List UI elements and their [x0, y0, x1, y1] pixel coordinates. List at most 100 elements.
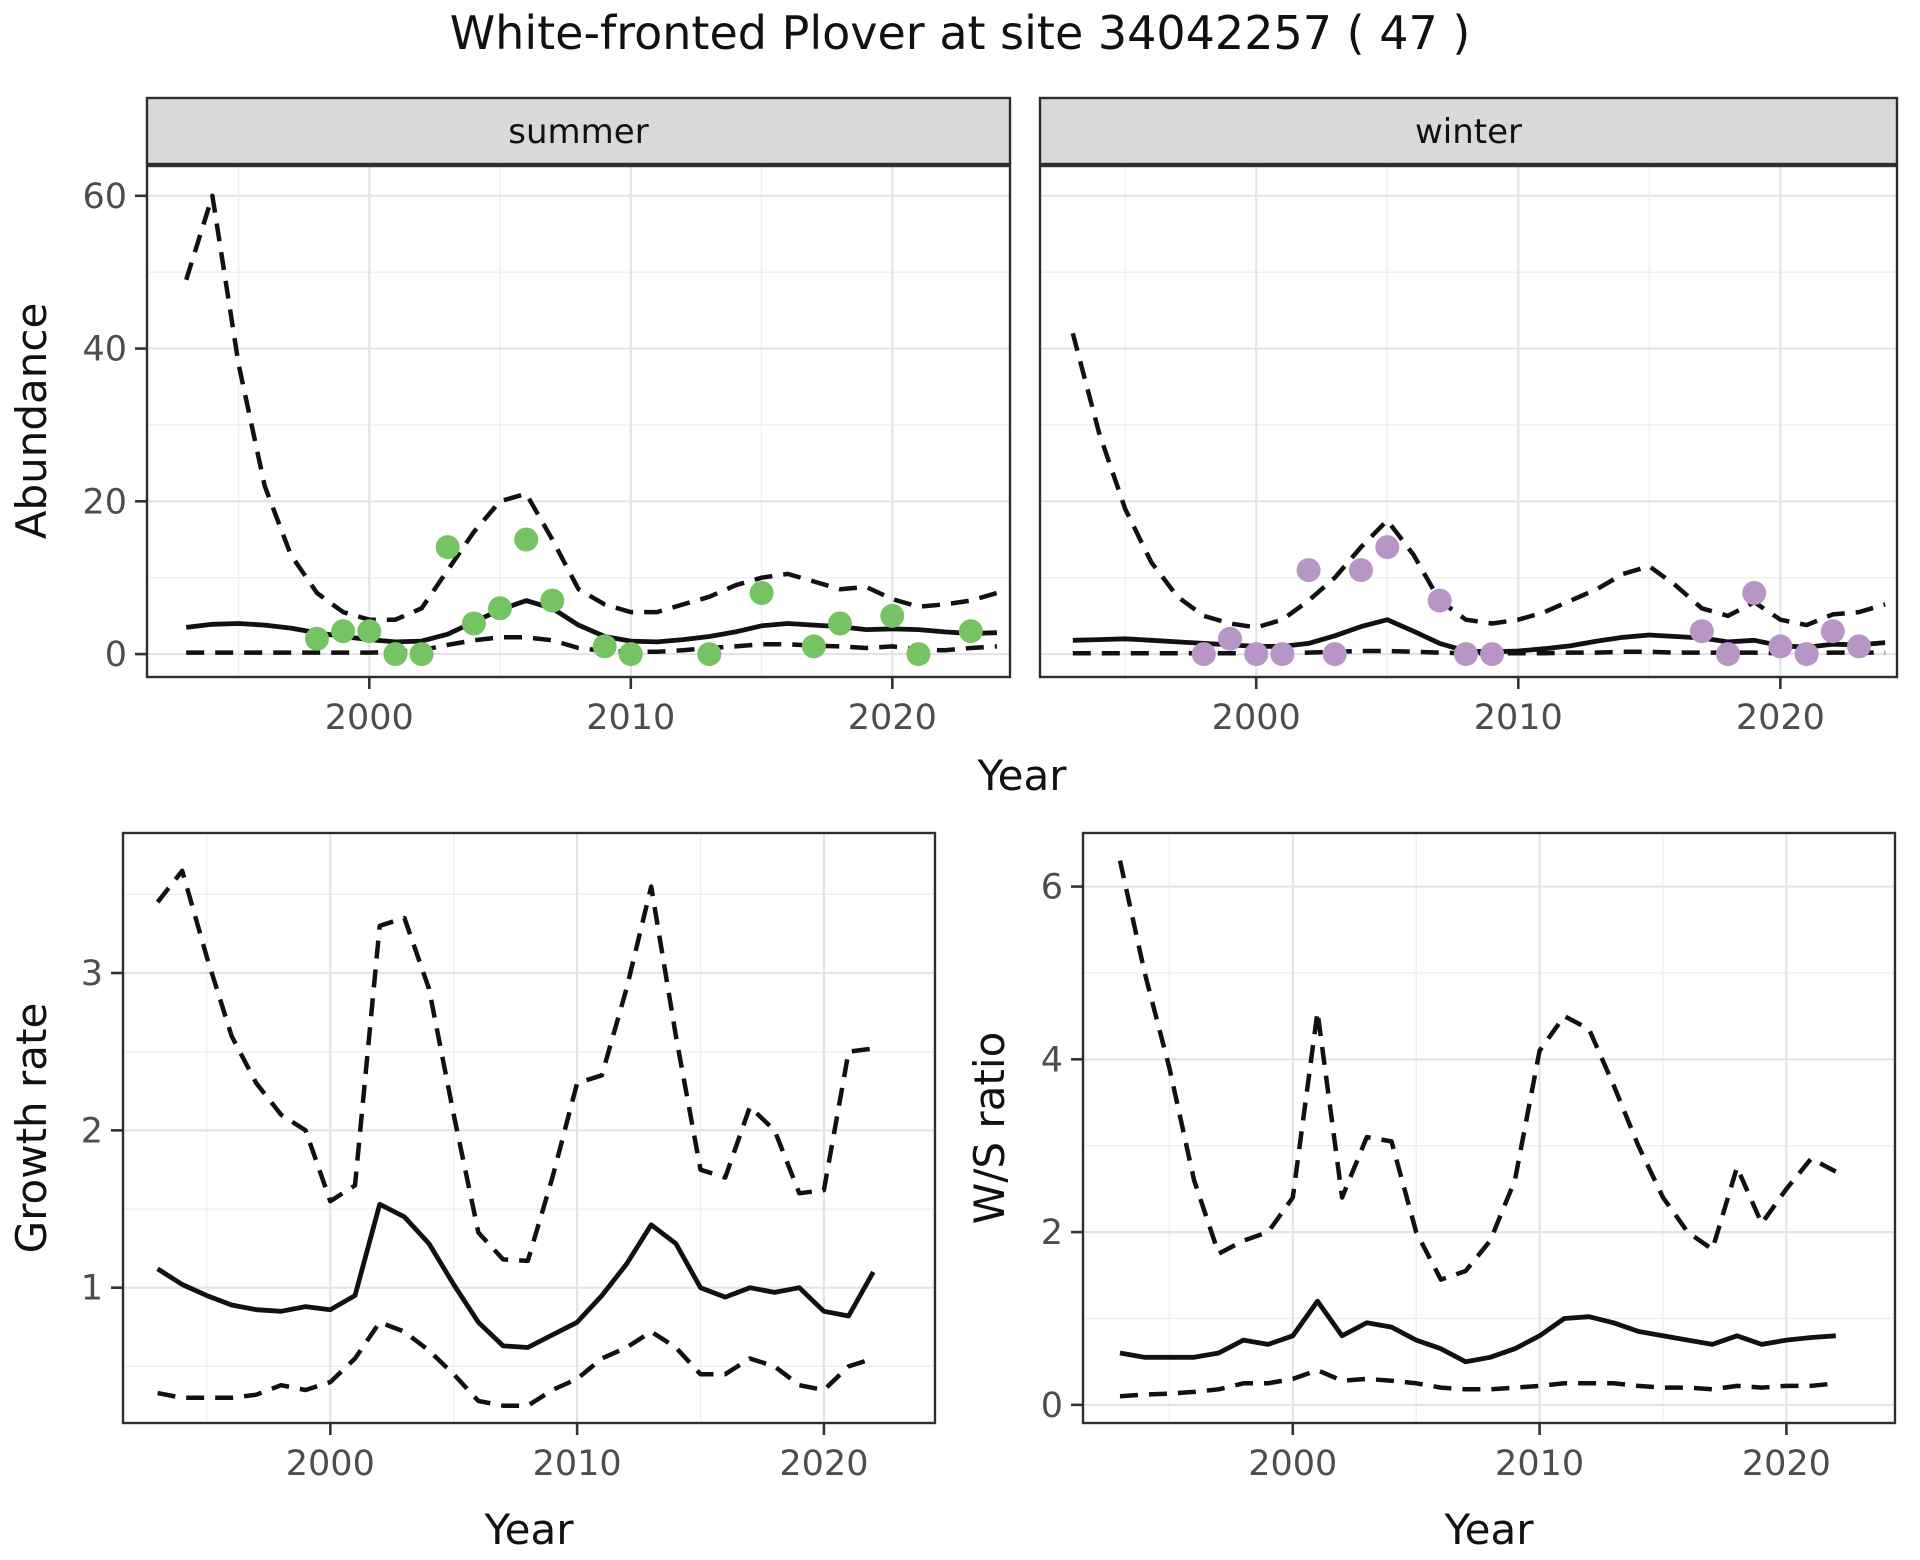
- observation-point: [1768, 634, 1793, 659]
- median-line-ws-ratio: [1119, 1298, 1836, 1365]
- x-tick-label: 2000: [325, 698, 414, 738]
- series-abundance-winter: [1070, 332, 1886, 667]
- y-axis-ticks-ws-ratio: 0 2 4 6: [1041, 868, 1083, 1426]
- observation-point: [618, 642, 643, 667]
- series-growth-rate: [155, 868, 876, 1408]
- observation-point: [906, 642, 931, 667]
- observation-point: [1480, 642, 1505, 667]
- x-axis-ticks-growth-rate: 2000 2010 2020: [286, 1423, 868, 1484]
- observation-point: [331, 619, 356, 644]
- abundance-summer-observations: [305, 527, 983, 667]
- y-tick-label: 0: [1041, 1386, 1063, 1426]
- observation-point: [357, 619, 382, 644]
- y-axis-ticks-growth-rate: 1 2 3: [81, 954, 123, 1309]
- gridlines-ws-ratio: [1083, 833, 1895, 1423]
- panel-abundance-summer: summer 2000 2010 2020 0 20 40 60: [82, 96, 1012, 738]
- year-axis-title-bottom-right: Year: [1444, 1505, 1535, 1554]
- observation-point: [488, 596, 512, 621]
- x-tick-label: 2010: [1495, 1444, 1584, 1484]
- x-axis-ticks-abundance-winter: 2000 2010 2020: [1212, 677, 1825, 738]
- lower_ci-line-abundance-summer: [186, 635, 998, 655]
- y-axis-ticks-abundance-summer: 0 20 40 60: [82, 177, 147, 675]
- observation-point: [592, 634, 617, 659]
- observation-point: [801, 634, 826, 659]
- observation-point: [383, 642, 408, 667]
- observation-point: [697, 642, 722, 667]
- x-axis-ticks-abundance-summer: 2000 2010 2020: [325, 677, 937, 738]
- gridlines-abundance-summer: [147, 166, 1010, 677]
- observation-point: [1244, 642, 1269, 667]
- y-tick-label: 4: [1041, 1040, 1063, 1080]
- panel-border: [121, 831, 937, 1425]
- observation-point: [461, 611, 486, 636]
- x-tick-label: 2020: [848, 698, 937, 738]
- observation-point: [1270, 642, 1295, 667]
- x-tick-label: 2010: [533, 1444, 622, 1484]
- x-tick-label: 2000: [1248, 1444, 1337, 1484]
- x-tick-label: 2000: [1212, 698, 1301, 738]
- lower_ci-line-ws-ratio: [1119, 1368, 1837, 1399]
- panel-border: [1038, 164, 1899, 679]
- abundance-winter-observations: [1191, 535, 1871, 667]
- x-tick-label: 2010: [586, 698, 675, 738]
- observation-point: [1427, 588, 1452, 613]
- panel-ws-ratio: 2000 2010 2020 0 2 4 6: [1041, 831, 1897, 1484]
- y-tick-label: 2: [1041, 1213, 1063, 1253]
- facet-strip-summer: summer: [145, 96, 1012, 166]
- y-tick-label: 3: [81, 954, 103, 994]
- growth-rate-axis-title: Growth rate: [7, 1003, 56, 1254]
- y-tick-label: 60: [82, 177, 127, 217]
- y-tick-label: 20: [82, 482, 127, 522]
- y-tick-label: 6: [1041, 868, 1063, 908]
- ws-ratio-axis-title: W/S ratio: [965, 1032, 1014, 1225]
- observation-point: [1453, 642, 1478, 667]
- lower_ci-line-growth-rate: [157, 1320, 874, 1408]
- series-abundance-summer: [184, 193, 998, 667]
- observation-point: [1375, 535, 1400, 560]
- panel-growth-rate: 2000 2010 2020 1 2 3: [81, 831, 937, 1484]
- observation-point: [540, 588, 565, 613]
- observation-point: [1191, 642, 1216, 667]
- upper_ci-line-growth-rate: [155, 868, 874, 1264]
- y-tick-label: 2: [81, 1111, 103, 1151]
- x-tick-label: 2000: [286, 1444, 375, 1484]
- observation-point: [1742, 581, 1767, 605]
- observation-point: [1689, 619, 1714, 644]
- observation-point: [880, 603, 905, 628]
- x-tick-label: 2020: [1742, 1444, 1831, 1484]
- observation-point: [1820, 619, 1845, 644]
- x-tick-label: 2020: [1736, 698, 1825, 738]
- observation-point: [435, 535, 460, 560]
- observation-point: [958, 619, 983, 644]
- gridlines-growth-rate: [123, 833, 935, 1423]
- figure-title: White-fronted Plover at site 34042257 ( …: [449, 6, 1471, 60]
- observation-point: [1322, 642, 1347, 667]
- observation-point: [1716, 642, 1740, 667]
- facet-strip-winter: winter: [1038, 96, 1899, 166]
- observation-point: [1349, 558, 1373, 583]
- facet-strip-label: winter: [1415, 112, 1522, 152]
- facet-strip-label: summer: [508, 112, 648, 152]
- panel-abundance-winter: winter 2000 2010 2020: [1038, 96, 1899, 738]
- observation-point: [514, 527, 539, 552]
- panel-border: [145, 164, 1012, 679]
- observation-point: [1296, 558, 1321, 583]
- y-tick-label: 1: [81, 1269, 103, 1309]
- observation-point: [1218, 626, 1242, 651]
- median-line-growth-rate: [156, 1201, 876, 1350]
- abundance-axis-title: Abundance: [7, 303, 56, 540]
- observation-point: [409, 642, 434, 667]
- observation-point: [305, 626, 329, 651]
- year-axis-title-top: Year: [977, 751, 1068, 800]
- upper_ci-line-abundance-winter: [1070, 332, 1886, 630]
- series-ws-ratio: [1117, 860, 1837, 1399]
- x-tick-label: 2020: [779, 1444, 868, 1484]
- observation-point: [749, 581, 774, 605]
- upper_ci-line-abundance-summer: [184, 193, 998, 622]
- y-tick-label: 0: [105, 635, 127, 675]
- upper_ci-line-ws-ratio: [1117, 860, 1837, 1282]
- x-axis-ticks-ws-ratio: 2000 2010 2020: [1248, 1423, 1831, 1484]
- y-tick-label: 40: [82, 330, 127, 370]
